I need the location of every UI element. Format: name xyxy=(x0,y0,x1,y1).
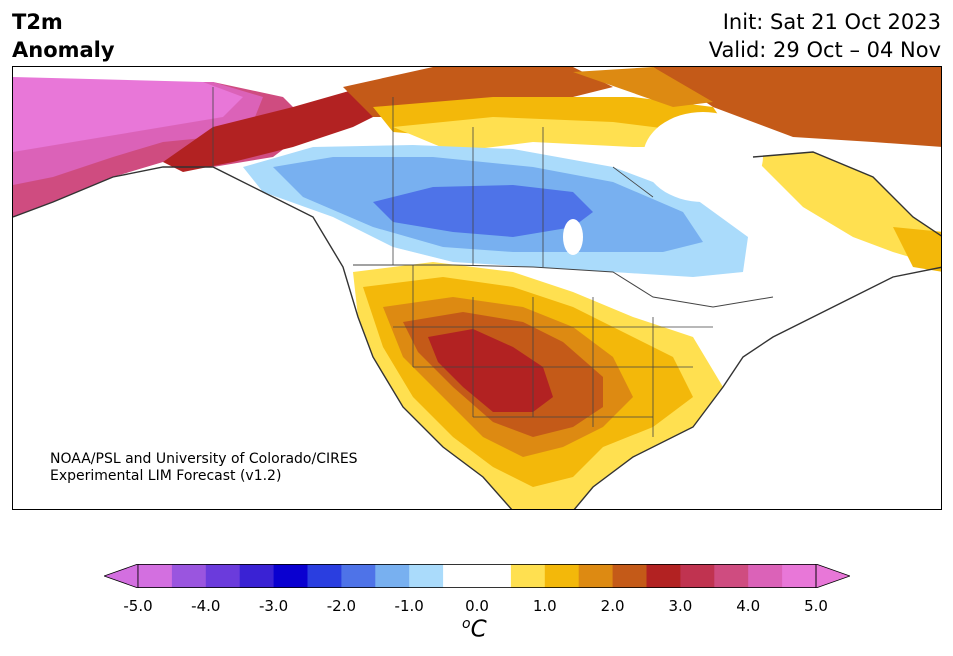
province-borders xyxy=(212,87,713,437)
colorbar-tick-label: -5.0 xyxy=(123,597,153,615)
credit-text: NOAA/PSL and University of Colorado/CIRE… xyxy=(50,451,358,485)
colorbar-bin xyxy=(205,564,241,588)
colorbar-bin xyxy=(138,564,173,588)
colorbar-bin xyxy=(375,564,410,588)
colorbar-bin xyxy=(714,564,749,588)
colorbar-bin xyxy=(748,564,783,588)
colorbar-bin xyxy=(612,564,647,588)
colorbar-bin xyxy=(273,564,308,588)
colorbar-bin xyxy=(578,564,614,588)
anomaly-yukon-red xyxy=(163,87,393,172)
anomaly-labrador-yellow xyxy=(753,152,941,267)
colorbar-tick-label: 3.0 xyxy=(668,597,693,615)
colorbar-tick-label: -1.0 xyxy=(394,597,424,615)
colorbar-bin xyxy=(510,564,546,588)
anomaly-map: NOAA/PSL and University of Colorado/CIRE… xyxy=(12,66,942,510)
map-title: T2m Anomaly xyxy=(12,8,115,64)
colorbar-bin xyxy=(544,564,580,588)
colorbar-bin xyxy=(782,564,817,588)
colorbar-extend-high xyxy=(815,563,852,589)
hudson-bay xyxy=(643,112,763,202)
credit-line-1: NOAA/PSL and University of Colorado/CIRE… xyxy=(50,451,358,467)
colorbar-bin xyxy=(680,564,715,588)
colorbar-bin xyxy=(443,564,478,588)
forecast-dates: Init: Sat 21 Oct 2023 Valid: 29 Oct – 04… xyxy=(709,8,941,64)
colorbar-ticks: -5.0 -4.0 -3.0 -2.0 -1.0 0.0 1.0 2.0 3.0 4.0 5.0 xyxy=(0,597,953,617)
colorbar-tick-label: -2.0 xyxy=(326,597,357,615)
colorbar-bin xyxy=(477,564,512,588)
colorbar-bin xyxy=(341,564,376,588)
colorbar-tick-label: -4.0 xyxy=(191,597,221,615)
title-line-1: T2m xyxy=(12,10,63,34)
title-line-2: Anomaly xyxy=(12,38,115,62)
colorbar-bin xyxy=(409,564,444,588)
colorbar-tick-label: 5.0 xyxy=(804,597,828,615)
colorbar-outline xyxy=(137,564,817,589)
anomaly-sw-red xyxy=(428,329,553,412)
coastline xyxy=(13,151,941,509)
colorbar-svg xyxy=(102,563,852,589)
anomaly-greenland-orange xyxy=(653,67,941,147)
colorbar-tick-label: 4.0 xyxy=(736,597,761,615)
colorbar-bin xyxy=(239,564,275,588)
credit-line-2: Experimental LIM Forecast (v1.2) xyxy=(50,468,282,484)
unit-degree: o xyxy=(462,616,471,632)
anomaly-alaska-core xyxy=(13,77,243,152)
colorbar-tick-label: 2.0 xyxy=(600,597,625,615)
colorbar-unit: oC xyxy=(462,616,487,643)
colorbar-tick-label: 1.0 xyxy=(532,597,557,615)
unit-letter: C xyxy=(470,616,487,643)
colorbar-bin xyxy=(307,564,342,588)
colorbar-bin xyxy=(646,564,681,588)
us-canada-border xyxy=(353,264,774,308)
init-date: Init: Sat 21 Oct 2023 xyxy=(722,10,941,34)
anomaly-greenland-amber xyxy=(573,67,713,107)
colorbar xyxy=(102,563,852,589)
colorbar-tick-label: 0.0 xyxy=(465,597,489,615)
anomaly-labrador-amber xyxy=(893,227,941,272)
colorbar-extend-low xyxy=(102,563,139,589)
anomaly-cold-core xyxy=(373,185,593,237)
lake-winnipeg xyxy=(563,219,583,255)
colorbar-tick-label: -3.0 xyxy=(258,597,289,615)
colorbar-bin xyxy=(171,564,207,588)
valid-range: Valid: 29 Oct – 04 Nov xyxy=(708,38,941,62)
map-svg xyxy=(13,67,941,509)
